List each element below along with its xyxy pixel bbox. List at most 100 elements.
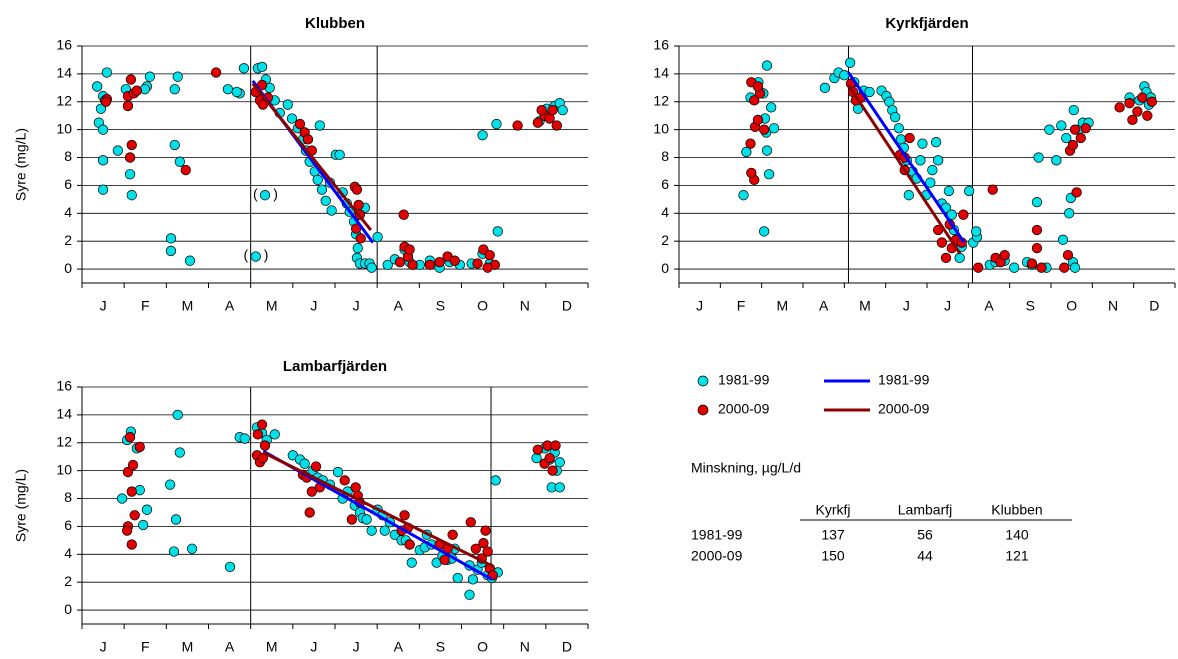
data-point	[129, 510, 140, 521]
data-point	[547, 104, 558, 116]
data-point	[164, 479, 176, 490]
x-tick-label: J	[944, 298, 951, 314]
data-point	[940, 252, 952, 264]
data-point	[379, 525, 390, 536]
data-point	[954, 252, 965, 264]
data-point	[1064, 208, 1075, 219]
data-point	[839, 70, 850, 81]
data-point	[999, 249, 1010, 261]
data-point	[97, 184, 109, 195]
data-point	[168, 546, 180, 557]
data-point	[943, 185, 955, 197]
data-point	[536, 104, 547, 116]
data-point	[326, 205, 337, 216]
data-point	[915, 155, 926, 166]
trend-line	[847, 71, 966, 244]
data-point	[372, 231, 383, 243]
data-point	[768, 123, 780, 134]
y-tick-label: 14	[653, 65, 669, 81]
data-point	[137, 519, 149, 531]
data-point	[470, 543, 481, 554]
data-point	[95, 103, 107, 114]
y-tick-label: 8	[64, 148, 72, 164]
data-point	[424, 259, 436, 271]
data-point	[126, 539, 137, 550]
data-point	[126, 139, 137, 151]
data-point	[399, 510, 410, 521]
data-point	[532, 117, 543, 128]
x-tick-label: M	[266, 298, 278, 314]
data-point	[761, 60, 773, 71]
data-point	[352, 242, 363, 254]
data-point	[210, 67, 222, 78]
data-point	[1036, 262, 1047, 273]
chart-title: Lambarfjärden	[283, 358, 387, 375]
data-point	[758, 226, 770, 237]
data-point	[332, 466, 344, 478]
x-tick-label: O	[477, 639, 488, 655]
data-point	[752, 114, 764, 126]
data-point	[1132, 106, 1143, 117]
data-point	[127, 459, 139, 471]
y-tick-label: 12	[653, 92, 669, 108]
x-tick-label: D	[562, 639, 572, 655]
y-tick-label: 0	[64, 260, 72, 276]
x-tick-label: J	[903, 298, 910, 314]
data-point	[351, 184, 363, 195]
data-point	[294, 118, 306, 130]
data-point	[1069, 124, 1081, 135]
data-point	[259, 190, 271, 201]
y-tick-label: 6	[661, 176, 669, 192]
data-point	[1062, 249, 1074, 261]
x-tick-label: M	[182, 639, 194, 655]
data-point	[170, 514, 182, 525]
data-point	[890, 111, 901, 123]
legend-marker	[697, 404, 709, 416]
data-point	[172, 71, 183, 82]
column-header: Kyrkfj	[816, 502, 851, 518]
data-point	[1031, 224, 1043, 236]
y-tick-label: 10	[56, 120, 72, 136]
data-point	[126, 190, 137, 201]
data-point	[864, 86, 875, 98]
y-tick-label: 6	[64, 176, 72, 192]
x-tick-label: J	[353, 639, 360, 655]
data-point	[482, 546, 493, 557]
data-point	[893, 123, 905, 134]
data-point	[222, 84, 234, 95]
x-tick-label: A	[394, 298, 404, 314]
data-point	[554, 457, 565, 468]
y-axis-label: Syre (mg/L)	[13, 128, 29, 201]
table-cell: 150	[821, 548, 845, 564]
x-tick-label: A	[984, 298, 994, 314]
data-point	[382, 259, 393, 271]
data-point	[169, 84, 180, 95]
y-tick-label: 10	[653, 120, 669, 136]
x-tick-label: J	[353, 298, 360, 314]
data-point	[557, 104, 568, 116]
data-point	[547, 465, 558, 476]
data-point	[97, 124, 109, 135]
data-point	[452, 572, 463, 584]
data-point	[554, 482, 565, 493]
data-point	[407, 259, 418, 271]
x-tick-label: M	[776, 298, 788, 314]
data-point	[1056, 120, 1067, 131]
y-tick-label: 2	[661, 232, 669, 248]
data-point	[250, 251, 261, 262]
data-point	[766, 102, 777, 113]
x-tick-label: S	[436, 639, 445, 655]
x-tick-label: A	[394, 639, 404, 655]
data-point	[186, 543, 198, 554]
data-point	[97, 155, 109, 166]
panel: Klubben Syre (mg/L) 0 2 4 6 8 10 12 14 16 J F M A M J J A S…	[13, 15, 589, 314]
data-point	[1009, 262, 1020, 273]
data-point	[184, 255, 196, 266]
x-tick-label: J	[696, 298, 703, 314]
column-header: Lambarfj	[898, 502, 952, 518]
data-point	[551, 120, 562, 131]
data-point	[1146, 96, 1158, 107]
x-tick-label: D	[562, 298, 572, 314]
table-cell: 137	[821, 527, 845, 543]
data-point	[1033, 152, 1044, 163]
